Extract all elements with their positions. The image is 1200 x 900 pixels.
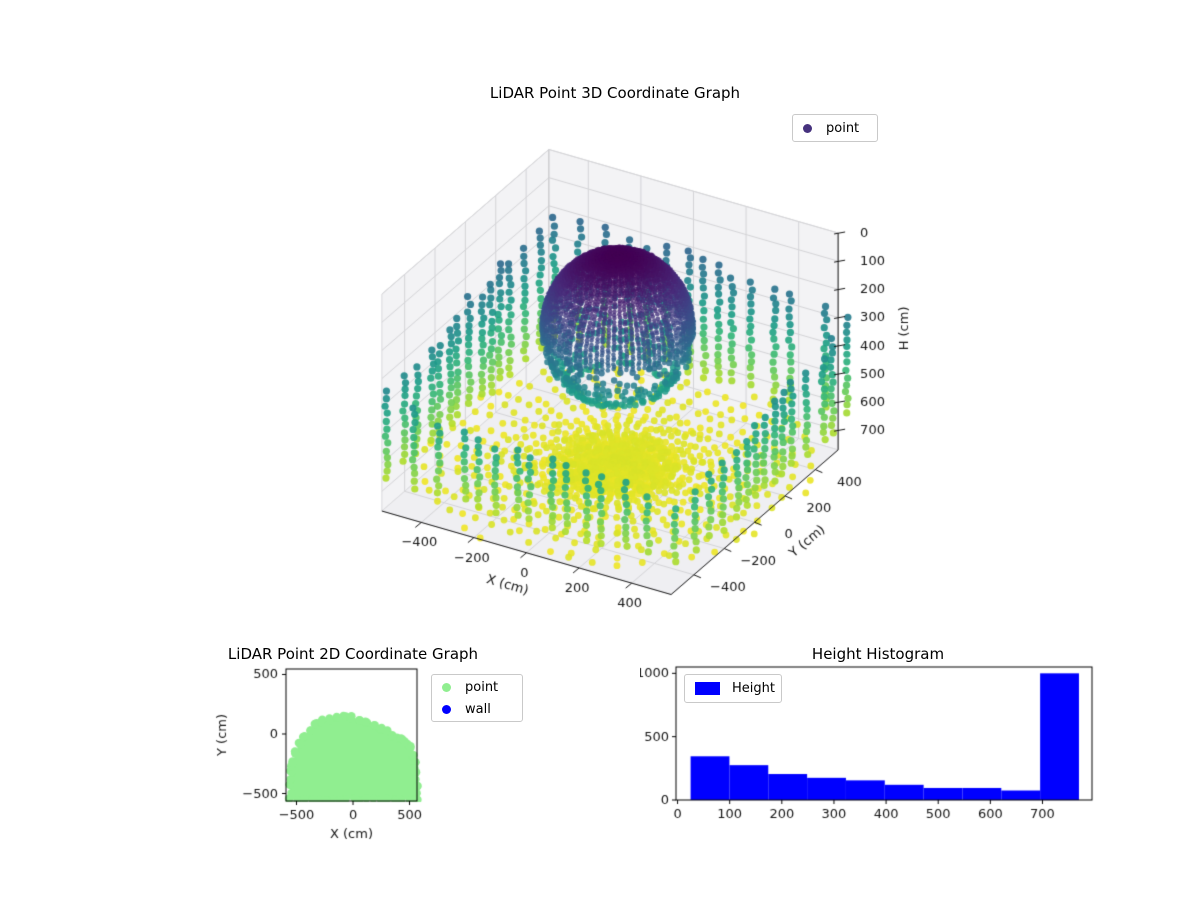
plot2d-legend: point wall (431, 674, 523, 722)
plot2d-legend-label-point: point (465, 679, 499, 695)
height-legend-marker-icon (695, 682, 720, 695)
plot3d-title: LiDAR Point 3D Coordinate Graph (489, 84, 741, 102)
plot3d-legend-label: point (826, 120, 860, 136)
point-legend-marker-icon (803, 123, 812, 133)
plot3d-canvas (300, 100, 1000, 645)
plot3d-legend-row: point (793, 117, 877, 139)
point-legend-marker-icon (442, 682, 451, 692)
plot3d-legend: point (792, 114, 878, 142)
histogram-legend: Height (684, 674, 782, 703)
plot2d-legend-row-wall: wall (432, 698, 522, 720)
histogram-legend-row: Height (685, 678, 781, 700)
plot2d-legend-label-wall: wall (465, 701, 491, 717)
plot2d-legend-row-point: point (432, 676, 522, 698)
histogram-legend-label: Height (732, 681, 775, 696)
wall-legend-marker-icon (442, 704, 451, 714)
